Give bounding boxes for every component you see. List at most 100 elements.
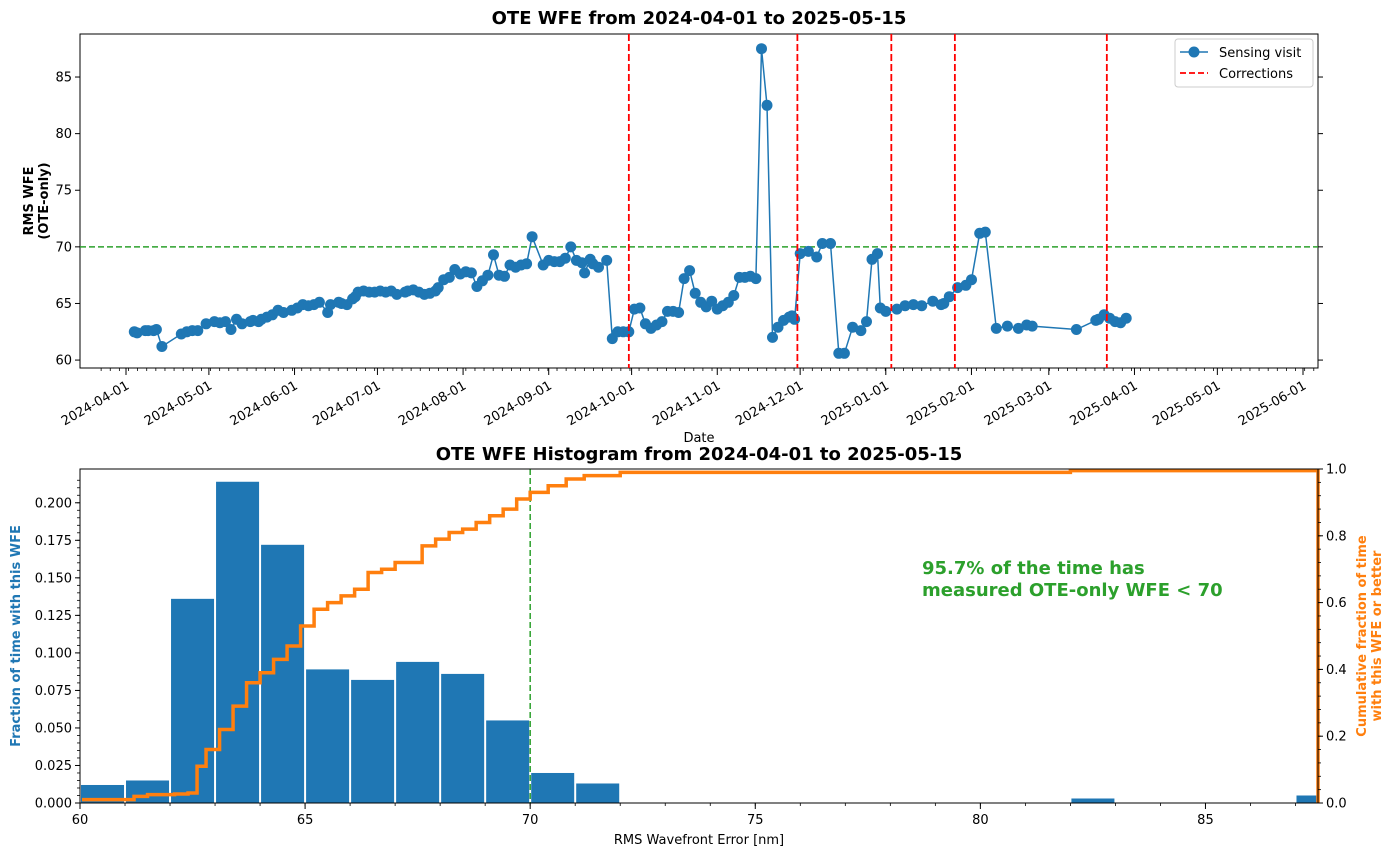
- sensing-visit-point: [756, 43, 767, 55]
- sensing-visit-point: [220, 316, 231, 328]
- sensing-visit-point: [1070, 324, 1082, 335]
- top-x-tick-label: 2024-12-01: [733, 378, 806, 429]
- sensing-visit-point: [278, 307, 289, 318]
- bottom-right-y-tick-label: 0.2: [1326, 730, 1347, 745]
- sensing-visit-point: [576, 257, 588, 269]
- sensing-visit-point: [990, 322, 1002, 334]
- sensing-visit-point: [634, 302, 646, 314]
- bottom-x-tick-label: 80: [972, 813, 989, 828]
- top-x-tick-label: 2024-07-01: [310, 378, 383, 429]
- bottom-y-tick-label: 0.050: [35, 721, 72, 736]
- sensing-visit-point: [559, 252, 571, 264]
- top-x-tick-label: 2025-02-01: [905, 378, 978, 429]
- right-y-label-line2: with this WFE or better: [1370, 550, 1385, 722]
- sensing-visit-point: [482, 269, 494, 281]
- sensing-visit-point: [684, 265, 696, 277]
- top-x-tick-label: 2025-04-01: [1068, 378, 1141, 429]
- top-x-tick-label: 2025-06-01: [1236, 378, 1309, 429]
- top-x-tick-label: 2024-11-01: [650, 378, 723, 429]
- histogram-bar: [396, 661, 440, 803]
- sensing-visit-point: [391, 288, 403, 300]
- sensing-visit-point: [927, 295, 939, 307]
- corrections-lines: [627, 34, 1108, 368]
- sensing-visit-point: [526, 231, 538, 243]
- sensing-visit-point: [465, 267, 477, 279]
- sensing-visit-point: [811, 251, 823, 263]
- top-chart-title: OTE WFE from 2024-04-01 to 2025-05-15: [492, 8, 907, 29]
- annotation-line1: 95.7% of the time has: [922, 558, 1145, 579]
- sensing-visit-point: [225, 324, 237, 335]
- top-x-tick-label: 2024-05-01: [142, 378, 215, 429]
- sensing-visit-point: [192, 325, 204, 337]
- bottom-x-tick-label: 65: [297, 813, 314, 828]
- sensing-visit-point: [761, 99, 773, 111]
- top-y-tick-label: 75: [55, 184, 72, 199]
- bottom-y-tick-label: 0.200: [35, 496, 72, 511]
- bottom-right-y-tick-label: 0.8: [1326, 529, 1347, 544]
- legend-corrections-label: Corrections: [1219, 67, 1293, 82]
- bottom-y-tick-label: 0.150: [35, 571, 72, 586]
- top-y-axis: 60 65 70 75 80 85: [55, 71, 1323, 369]
- histogram-bar: [531, 772, 575, 803]
- histogram-bar: [1071, 798, 1115, 803]
- histogram-bar: [306, 669, 350, 803]
- cumulative-step-line: [82, 468, 1320, 803]
- bottom-right-y-tick-label: 0.4: [1326, 663, 1347, 678]
- sensing-visit-point: [156, 341, 168, 352]
- top-plot-frame: [79, 33, 1319, 369]
- sensing-visit-point: [916, 300, 928, 312]
- top-y-tick-label: 65: [55, 297, 72, 312]
- top-x-axis-label: Date: [683, 431, 714, 446]
- bottom-right-y-tick-label: 1.0: [1326, 463, 1347, 478]
- sensing-visit-point: [825, 238, 836, 249]
- sensing-visit-point: [689, 287, 701, 299]
- annotation-line2: measured OTE-only WFE < 70: [922, 580, 1223, 601]
- sensing-visit-point: [150, 324, 162, 335]
- sensing-visit-point: [899, 300, 911, 312]
- bottom-x-tick-label: 70: [522, 813, 539, 828]
- histogram-bar: [576, 783, 620, 803]
- sensing-visit-series: [128, 43, 1132, 359]
- top-x-tick-label: 2024-10-01: [565, 378, 638, 429]
- sensing-visit-point: [861, 316, 872, 328]
- sensing-visit-point: [656, 316, 668, 328]
- right-y-label-line1: Cumulative fraction of time: [1355, 535, 1370, 737]
- sensing-visit-point: [872, 248, 883, 260]
- wfe-timeseries-chart: OTE WFE from 2024-04-01 to 2025-05-15 60…: [22, 8, 1323, 446]
- sensing-visit-point: [706, 295, 718, 307]
- bottom-plot-frame: [79, 468, 1319, 804]
- wfe-histogram-chart: OTE WFE Histogram from 2024-04-01 to 202…: [9, 444, 1385, 848]
- top-x-axis: 2024-04-01 2024-05-01 2024-06-01 2024-07-01…: [59, 368, 1315, 429]
- bottom-y-tick-label: 0.025: [35, 759, 72, 774]
- bottom-y-tick-label: 0.175: [35, 534, 72, 549]
- top-y-tick-label: 70: [55, 240, 72, 255]
- bottom-chart-title: OTE WFE Histogram from 2024-04-01 to 202…: [436, 444, 963, 465]
- top-y-label-line1: RMS WFE: [22, 167, 37, 236]
- top-x-tick-label: 2025-03-01: [982, 378, 1055, 429]
- sensing-visit-point: [579, 267, 591, 279]
- bottom-y-tick-label: 0.000: [35, 797, 72, 812]
- histogram-bar: [351, 679, 395, 803]
- top-y-label-line2: (OTE-only): [37, 162, 52, 239]
- sensing-visit-point: [488, 249, 499, 261]
- sensing-visit-point: [816, 238, 828, 249]
- sensing-visit-point: [673, 307, 685, 318]
- sensing-visit-point: [855, 325, 867, 337]
- legend-sensing-marker: [1188, 46, 1200, 58]
- sensing-visit-point: [623, 326, 635, 338]
- sensing-visit-point: [1012, 322, 1024, 334]
- top-x-tick-label: 2024-04-01: [59, 378, 132, 429]
- sensing-visit-point: [443, 271, 455, 283]
- bottom-x-tick-label: 85: [1197, 813, 1214, 828]
- top-x-tick-label: 2024-08-01: [396, 378, 469, 429]
- sensing-visit-point: [1026, 320, 1038, 332]
- histogram-bar: [216, 481, 260, 803]
- sensing-visit-point: [593, 261, 604, 273]
- sensing-visit-point: [907, 299, 919, 311]
- sensing-visit-point: [1120, 312, 1132, 324]
- sensing-visit-point: [499, 270, 510, 282]
- sensing-visit-point: [880, 305, 892, 317]
- top-y-axis-label: RMS WFE (OTE-only): [22, 162, 52, 239]
- histogram-bar: [171, 598, 215, 803]
